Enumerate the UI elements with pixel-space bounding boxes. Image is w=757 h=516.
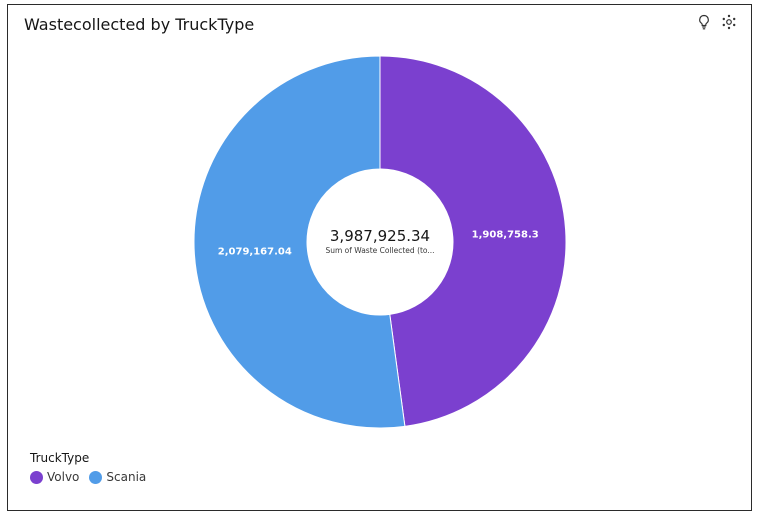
lightbulb-icon[interactable] [696, 14, 712, 30]
legend-label: Scania [106, 470, 147, 484]
legend-swatch [30, 470, 43, 484]
center-total-label: Sum of Waste Collected (to... [325, 246, 434, 255]
center-total-value: 3,987,925.34 [330, 227, 430, 245]
legend-title: TruckType [30, 451, 90, 465]
donut-chart: 1,908,758.3 2,079,167.04 3,987,925.34 Sum… [193, 55, 567, 429]
legend-items: Volvo Scania [30, 470, 146, 484]
slice-value-label-volvo: 1,908,758.3 [472, 230, 539, 241]
donut-slices [193, 55, 567, 429]
donut-slice-volvo[interactable] [379, 55, 567, 427]
legend-label: Volvo [47, 470, 80, 484]
chart-toolbar [696, 14, 737, 30]
legend: TruckType Volvo Scania [30, 451, 146, 484]
legend-item-scania[interactable]: Scania [89, 470, 146, 484]
legend-swatch [89, 470, 103, 484]
donut-slice-scania[interactable] [193, 55, 406, 429]
legend-item-volvo[interactable]: Volvo [30, 470, 79, 484]
slice-labels: 1,908,758.3 2,079,167.04 [218, 230, 539, 258]
chart-title: Wastecollected by TruckType [24, 15, 255, 34]
gear-icon[interactable] [721, 14, 737, 30]
slice-value-label-scania: 2,079,167.04 [218, 246, 292, 257]
chart-panel: Wastecollected by TruckType 1,908,758.3 2… [7, 4, 752, 511]
